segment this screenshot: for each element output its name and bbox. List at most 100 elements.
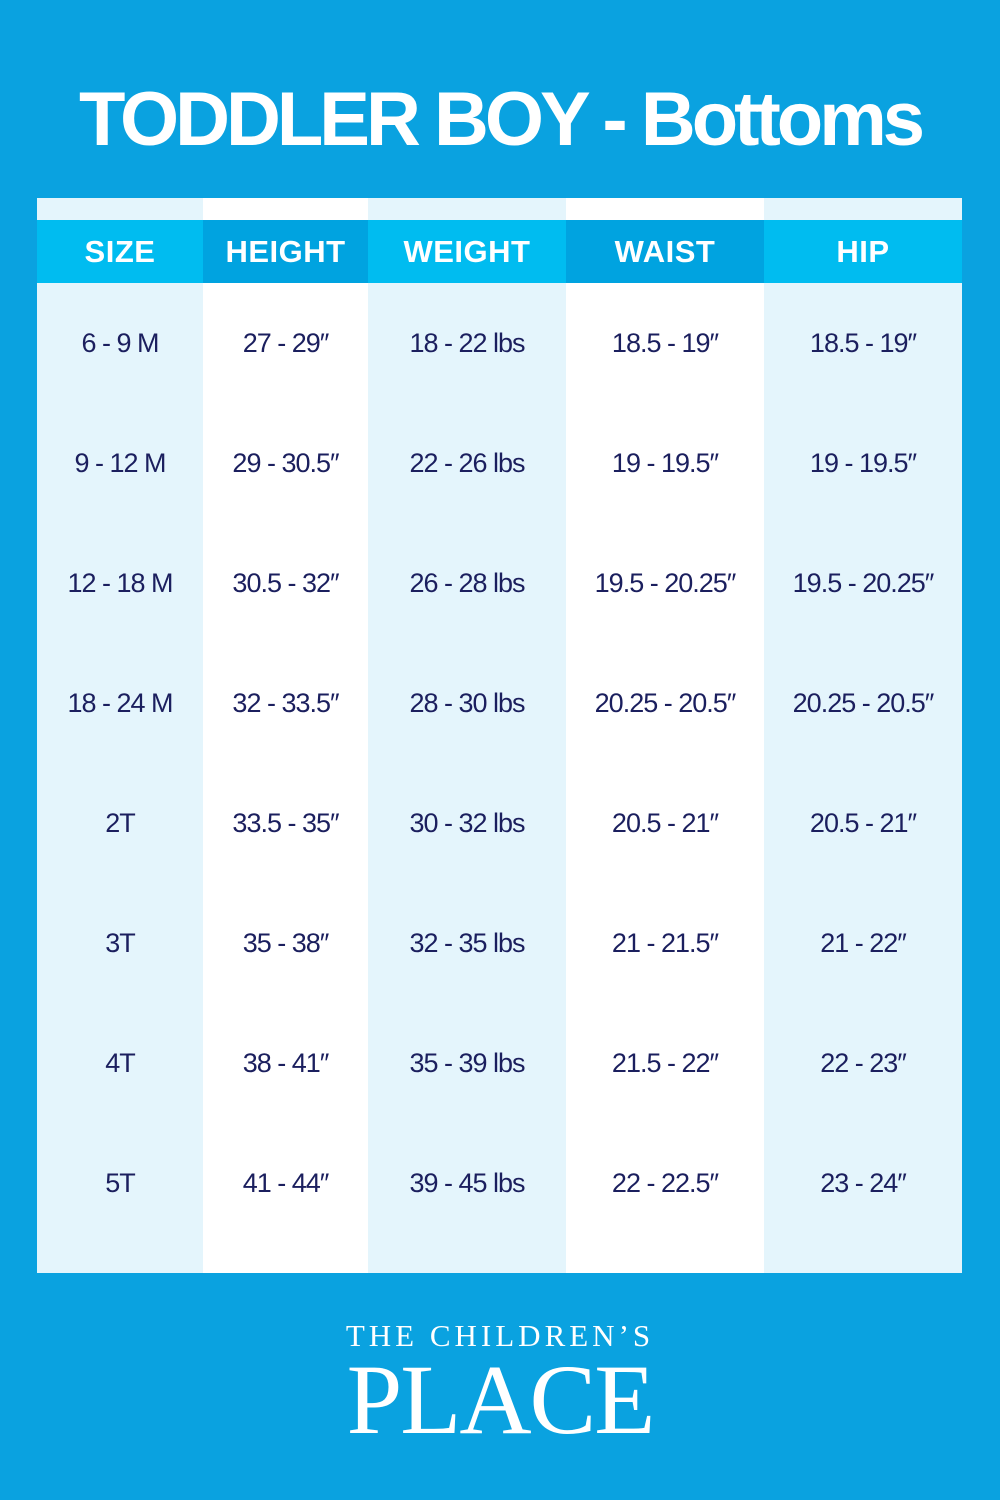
table-cell: 21 - 22″ xyxy=(764,883,962,1003)
brand-logo-line2: PLACE xyxy=(346,1344,656,1455)
table-cell: 32 - 33.5″ xyxy=(203,643,368,763)
table-cell: 28 - 30 lbs xyxy=(368,643,566,763)
table-cell: 20.25 - 20.5″ xyxy=(566,643,764,763)
cell-text: 21.5 - 22″ xyxy=(611,1047,719,1078)
table-column-weight: WEIGHT 18 - 22 lbs 22 - 26 lbs 26 - 28 lbs 2… xyxy=(368,198,566,1273)
table-cell: 26 - 28 lbs xyxy=(368,523,566,643)
table-cell: 32 - 35 lbs xyxy=(368,883,566,1003)
cell-text: 21 - 21.5″ xyxy=(611,927,719,958)
cell-text: 12 - 18 M xyxy=(67,567,173,598)
column-header: WAIST xyxy=(566,220,764,283)
table-cell: 12 - 18 M xyxy=(37,523,203,643)
table-cell: 35 - 38″ xyxy=(203,883,368,1003)
table-cell: 22 - 22.5″ xyxy=(566,1123,764,1243)
cell-text: 22 - 23″ xyxy=(820,1047,907,1078)
cell-text: 22 - 22.5″ xyxy=(611,1167,719,1198)
table-cell: 30.5 - 32″ xyxy=(203,523,368,643)
cell-text: 22 - 26 lbs xyxy=(409,447,525,478)
table-cell: 19.5 - 20.25″ xyxy=(566,523,764,643)
cell-text: 20.5 - 21″ xyxy=(809,807,917,838)
column-top-strip xyxy=(764,198,962,220)
table-cell: 4T xyxy=(37,1003,203,1123)
cell-text: 9 - 12 M xyxy=(74,447,166,478)
table-cell: 33.5 - 35″ xyxy=(203,763,368,883)
table-cell: 21 - 21.5″ xyxy=(566,883,764,1003)
table-cell: 19.5 - 20.25″ xyxy=(764,523,962,643)
brand-logo-line1: THE CHILDREN’S xyxy=(345,1318,655,1353)
column-header: WEIGHT xyxy=(368,220,566,283)
column-top-strip xyxy=(368,198,566,220)
column-header: SIZE xyxy=(37,220,203,283)
table-column-height: HEIGHT 27 - 29″ 29 - 30.5″ 30.5 - 32″ 32 - 3… xyxy=(203,198,368,1273)
cell-text: 26 - 28 lbs xyxy=(409,567,525,598)
cell-text: 35 - 39 lbs xyxy=(409,1047,525,1078)
cell-text: 4T xyxy=(105,1047,135,1078)
table-cell: 5T xyxy=(37,1123,203,1243)
table-cell: 35 - 39 lbs xyxy=(368,1003,566,1123)
table-cell: 2T xyxy=(37,763,203,883)
column-top-strip xyxy=(37,198,203,220)
table-cell: 30 - 32 lbs xyxy=(368,763,566,883)
cell-text: 28 - 30 lbs xyxy=(409,687,525,718)
cell-text: 30.5 - 32″ xyxy=(232,567,339,598)
cell-text: 32 - 33.5″ xyxy=(232,687,339,718)
column-header: HIP xyxy=(764,220,962,283)
cell-text: 3T xyxy=(105,927,135,958)
cell-text: 41 - 44″ xyxy=(242,1167,330,1198)
cell-text: 5T xyxy=(105,1167,135,1198)
cell-text: 39 - 45 lbs xyxy=(409,1167,525,1198)
table-cell: 18.5 - 19″ xyxy=(566,283,764,403)
table-cell: 3T xyxy=(37,883,203,1003)
cell-text: 18 - 22 lbs xyxy=(409,327,525,358)
cell-text: 32 - 35 lbs xyxy=(409,927,525,958)
table-cell: 19 - 19.5″ xyxy=(566,403,764,523)
cell-text: 19.5 - 20.25″ xyxy=(594,567,737,598)
cell-text: 20.25 - 20.5″ xyxy=(792,687,935,718)
table-cell: 27 - 29″ xyxy=(203,283,368,403)
table-cell: 38 - 41″ xyxy=(203,1003,368,1123)
cell-text: 35 - 38″ xyxy=(242,927,330,958)
cell-text: 20.25 - 20.5″ xyxy=(594,687,737,718)
cell-text: 21 - 22″ xyxy=(820,927,907,958)
table-cell: 22 - 26 lbs xyxy=(368,403,566,523)
table-cell: 9 - 12 M xyxy=(37,403,203,523)
cell-text: 38 - 41″ xyxy=(242,1047,330,1078)
cell-text: 2T xyxy=(105,807,135,838)
cell-text: 6 - 9 M xyxy=(81,327,159,358)
title-text: TODDLER BOY - Bottoms xyxy=(78,77,925,162)
size-chart-table: SIZE 6 - 9 M 9 - 12 M 12 - 18 M 18 - 24 M 2T 3… xyxy=(37,198,962,1273)
table-cell: 29 - 30.5″ xyxy=(203,403,368,523)
cell-text: 33.5 - 35″ xyxy=(232,807,339,838)
table-cell: 18.5 - 19″ xyxy=(764,283,962,403)
column-top-strip xyxy=(203,198,368,220)
table-column-size: SIZE 6 - 9 M 9 - 12 M 12 - 18 M 18 - 24 M 2T 3… xyxy=(37,198,203,1273)
cell-text: 23 - 24″ xyxy=(820,1167,907,1198)
table-cell: 39 - 45 lbs xyxy=(368,1123,566,1243)
table-cell: 6 - 9 M xyxy=(37,283,203,403)
cell-text: 18.5 - 19″ xyxy=(809,327,917,358)
cell-text: 18.5 - 19″ xyxy=(611,327,719,358)
table-cell: 19 - 19.5″ xyxy=(764,403,962,523)
table-cell: 20.25 - 20.5″ xyxy=(764,643,962,763)
table-cell: 18 - 22 lbs xyxy=(368,283,566,403)
column-top-strip xyxy=(566,198,764,220)
table-cell: 41 - 44″ xyxy=(203,1123,368,1243)
cell-text: 29 - 30.5″ xyxy=(232,447,339,478)
cell-text: 27 - 29″ xyxy=(242,327,330,358)
table-column-waist: WAIST 18.5 - 19″ 19 - 19.5″ 19.5 - 20.25″ 20… xyxy=(566,198,764,1273)
page-title: TODDLER BOY - Bottoms xyxy=(0,70,1000,170)
table-cell: 23 - 24″ xyxy=(764,1123,962,1243)
column-header: HEIGHT xyxy=(203,220,368,283)
cell-text: 18 - 24 M xyxy=(67,687,173,718)
cell-text: 19 - 19.5″ xyxy=(809,447,917,478)
table-cell: 18 - 24 M xyxy=(37,643,203,763)
table-cell: 20.5 - 21″ xyxy=(764,763,962,883)
cell-text: 19 - 19.5″ xyxy=(611,447,719,478)
table-cell: 22 - 23″ xyxy=(764,1003,962,1123)
cell-text: 19.5 - 20.25″ xyxy=(792,567,935,598)
table-cell: 21.5 - 22″ xyxy=(566,1003,764,1123)
table-column-hip: HIP 18.5 - 19″ 19 - 19.5″ 19.5 - 20.25″ 20.2… xyxy=(764,198,962,1273)
cell-text: 20.5 - 21″ xyxy=(611,807,719,838)
table-cell: 20.5 - 21″ xyxy=(566,763,764,883)
cell-text: 30 - 32 lbs xyxy=(409,807,525,838)
